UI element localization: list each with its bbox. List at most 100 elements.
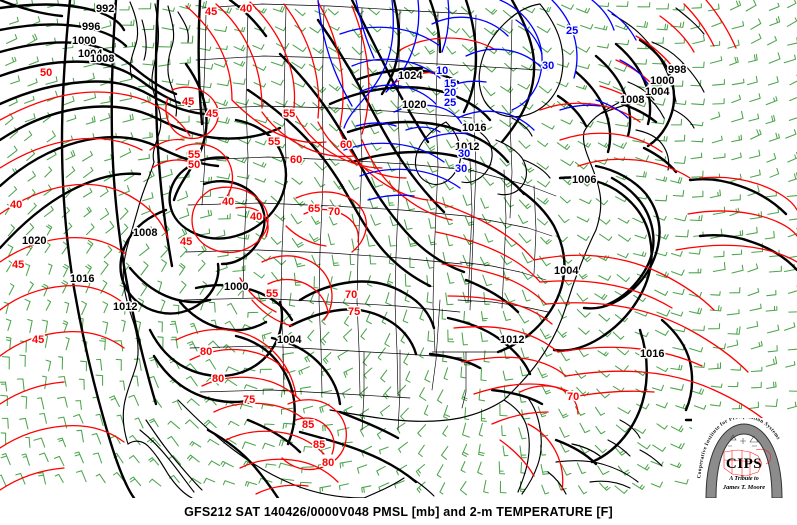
wind-barb: [15, 472, 26, 485]
pressure-contour-label: 1008: [133, 227, 157, 239]
weather-map-canvas[interactable]: 9929961000100410081020101610121008100010…: [0, 0, 797, 498]
wind-barb: [21, 453, 30, 466]
wind-barb: [95, 413, 104, 427]
wind-barb: [148, 478, 162, 487]
wind-barb: [81, 300, 88, 316]
wind-barb: [519, 445, 527, 459]
wind-barb: [616, 347, 630, 356]
wind-barb: [749, 169, 761, 178]
wind-barb: [91, 432, 102, 445]
wind-barb: [447, 329, 455, 343]
wind-barb: [482, 86, 496, 97]
wind-barb: [265, 463, 277, 468]
wind-barb: [443, 367, 449, 381]
wind-barb: [482, 274, 493, 287]
wind-barb: [95, 374, 104, 386]
wind-barb: [270, 60, 285, 67]
wind-barb: [63, 95, 75, 106]
wind-barb: [517, 83, 531, 90]
pressure-contour-label: 1016: [70, 273, 94, 285]
wind-barb: [322, 352, 332, 365]
wind-barb: [446, 272, 455, 284]
wind-barb: [208, 301, 216, 313]
wind-barb: [216, 173, 231, 180]
wind-barb: [693, 362, 706, 369]
wind-barb: [349, 253, 355, 266]
wind-barb: [750, 340, 763, 350]
wind-barb: [27, 318, 33, 334]
wind-barb: [726, 309, 740, 316]
wind-barb: [769, 167, 780, 178]
wind-barb: [417, 424, 427, 438]
pressure-contour-label: 1000: [650, 75, 674, 87]
wind-barb: [634, 311, 648, 317]
cold-isotherm-layer: [317, 0, 649, 201]
wind-barb: [25, 436, 31, 448]
wind-barb: [293, 82, 306, 88]
wind-barb: [426, 292, 433, 304]
wind-barb: [99, 112, 111, 122]
wind-barb: [143, 170, 155, 183]
wind-barb: [292, 158, 306, 165]
wind-barb: [578, 327, 590, 335]
wind-barb: [671, 269, 685, 276]
wind-barb: [58, 356, 64, 370]
wind-barb: [597, 142, 609, 148]
wind-barb: [656, 423, 668, 430]
pressure-label-group: 9929961000100410081020101610121008100010…: [21, 2, 688, 362]
wind-barb: [402, 309, 409, 324]
wind-barb: [729, 0, 742, 11]
wind-barb: [3, 301, 10, 315]
wind-barb: [712, 261, 726, 273]
wind-barb: [442, 425, 449, 437]
wind-barb: [121, 319, 126, 332]
wind-barb: [199, 228, 211, 236]
wind-barb: [446, 66, 459, 76]
wind-barb: [253, 82, 267, 88]
wind-barb: [225, 366, 239, 372]
wind-barb: [404, 273, 411, 287]
wind-barb: [709, 40, 721, 47]
wind-barb: [45, 359, 52, 372]
wind-barb: [45, 224, 53, 236]
pressure-contour-label: 1004: [554, 265, 579, 277]
wind-barb: [502, 445, 509, 457]
wind-barb: [655, 234, 669, 240]
wind-barb: [443, 405, 451, 419]
wind-barb: [485, 7, 498, 15]
temperature-contour-label: 20: [444, 87, 456, 99]
pressure-contour-label: 1020: [402, 99, 426, 111]
wind-barb: [709, 56, 723, 64]
wind-barb: [634, 234, 647, 240]
wind-barb: [538, 85, 552, 94]
wind-barb: [119, 207, 129, 220]
temperature-contour-label: 10: [436, 65, 448, 77]
wind-barb: [25, 223, 35, 236]
wind-barb: [767, 76, 779, 86]
wind-barb: [57, 437, 67, 448]
pressure-contour-label: 996: [82, 21, 100, 33]
wind-barb: [765, 305, 778, 312]
wind-barb: [141, 96, 151, 104]
wind-barb: [692, 34, 705, 45]
wind-barb: [632, 251, 647, 257]
wind-barb: [727, 39, 740, 49]
wind-barb: [92, 452, 103, 464]
wind-barb: [8, 283, 15, 296]
wind-barb: [16, 378, 25, 391]
wind-barb: [518, 233, 532, 244]
wind-barb: [45, 76, 58, 85]
wind-barb: [731, 20, 745, 30]
weather-map-panel[interactable]: 992 996 1000 1004 1008 1020 1016 1012 1008 1000 10…: [0, 0, 797, 498]
wind-barb: [536, 180, 551, 188]
wind-barb: [222, 480, 236, 486]
wind-barb: [148, 418, 159, 428]
temperature-contour-label: 45: [205, 6, 217, 18]
wind-barb: [560, 119, 573, 125]
wind-barb: [580, 24, 594, 30]
wind-barb: [254, 178, 267, 183]
wind-barb: [539, 255, 551, 267]
wind-barb: [477, 461, 483, 475]
wind-barb: [617, 407, 631, 415]
